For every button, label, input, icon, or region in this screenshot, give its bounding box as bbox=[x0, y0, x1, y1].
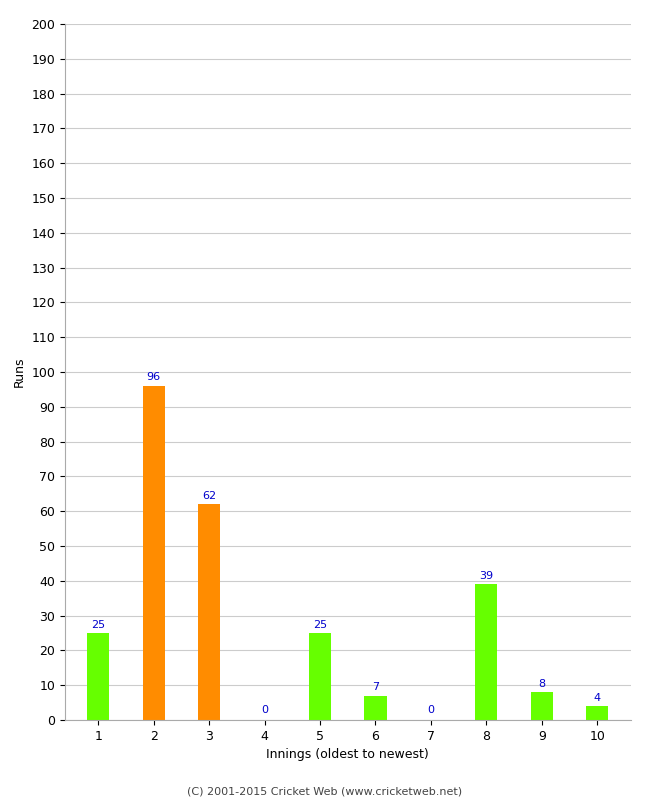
Bar bbox=[365, 696, 387, 720]
Bar bbox=[142, 386, 165, 720]
Text: 0: 0 bbox=[261, 705, 268, 714]
Bar bbox=[586, 706, 608, 720]
Text: (C) 2001-2015 Cricket Web (www.cricketweb.net): (C) 2001-2015 Cricket Web (www.cricketwe… bbox=[187, 786, 463, 796]
Bar bbox=[309, 633, 331, 720]
Text: 8: 8 bbox=[538, 678, 545, 689]
Text: 62: 62 bbox=[202, 490, 216, 501]
Y-axis label: Runs: Runs bbox=[13, 357, 26, 387]
Text: 25: 25 bbox=[91, 619, 105, 630]
Bar bbox=[87, 633, 109, 720]
Bar bbox=[530, 692, 553, 720]
Bar bbox=[198, 504, 220, 720]
Bar bbox=[475, 584, 497, 720]
Text: 4: 4 bbox=[593, 693, 601, 702]
Text: 7: 7 bbox=[372, 682, 379, 692]
Text: 25: 25 bbox=[313, 619, 327, 630]
Text: 0: 0 bbox=[428, 705, 434, 714]
Text: 96: 96 bbox=[147, 373, 161, 382]
Text: 39: 39 bbox=[479, 571, 493, 581]
X-axis label: Innings (oldest to newest): Innings (oldest to newest) bbox=[266, 748, 429, 762]
